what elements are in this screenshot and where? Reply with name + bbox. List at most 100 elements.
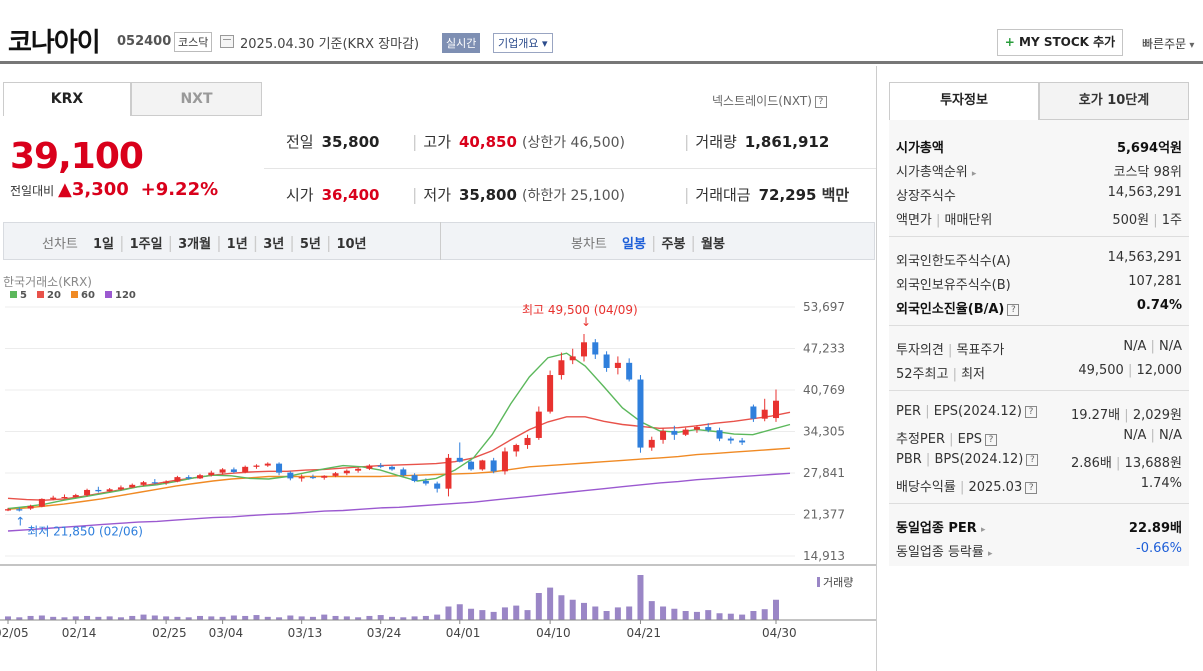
candle-body — [185, 477, 192, 479]
y-tick-label: 40,769 — [803, 383, 845, 397]
period-1d[interactable]: 1일 — [92, 237, 114, 252]
volume-bar — [626, 606, 633, 620]
x-tick-label: 03/13 — [288, 626, 323, 640]
quote-amount: | 거래대금 72,295 백만 — [684, 185, 850, 204]
high-annotation: 최고 49,500 (04/09) — [522, 303, 638, 317]
stock-code: 052400 — [117, 34, 172, 49]
y-tick-label: 21,377 — [803, 508, 845, 522]
candle-body — [671, 430, 678, 435]
period-1w[interactable]: 1주일 — [129, 237, 163, 252]
candle-body — [27, 506, 34, 509]
help-icon[interactable]: ? — [984, 433, 997, 446]
period-monthly[interactable]: 월봉 — [700, 237, 725, 252]
info-divider — [889, 236, 1189, 237]
volume-bar — [501, 607, 508, 620]
company-overview-button[interactable]: 기업개요 ▾ — [493, 33, 553, 53]
tab-invest-info[interactable]: 투자정보 — [889, 82, 1039, 120]
help-icon[interactable]: ? — [814, 95, 827, 108]
candle-body — [716, 430, 723, 439]
candle-body — [569, 356, 576, 361]
volume-bar — [377, 615, 384, 620]
candle-body — [660, 430, 667, 440]
quick-order-button[interactable]: 빠른주문 — [1142, 35, 1194, 52]
help-icon[interactable]: ? — [1007, 303, 1020, 316]
tab-krx[interactable]: KRX — [3, 82, 131, 116]
volume-legend-label: 거래량 — [823, 576, 853, 589]
help-icon[interactable]: ? — [1024, 405, 1037, 418]
candle-body — [648, 439, 655, 448]
period-divider — [440, 222, 441, 260]
low-arrow-icon: ↑ — [15, 514, 25, 528]
volume-bar — [242, 615, 249, 620]
info-opinion: 투자의견 | 목표주가 N/A | N/A — [896, 339, 1182, 358]
chart-source-label: 한국거래소(KRX) — [3, 275, 92, 289]
period-3y[interactable]: 3년 — [263, 237, 285, 252]
tab-hoga[interactable]: 호가 10단계 — [1039, 82, 1189, 120]
candle-body — [637, 379, 644, 448]
help-icon[interactable]: ? — [1026, 453, 1039, 466]
info-est-per-eps: 추정PER | EPS? N/A | N/A — [896, 428, 1182, 447]
y-tick-label: 47,233 — [803, 342, 845, 356]
candle-body — [456, 457, 463, 462]
price-chart[interactable]: 53,697 47,233 40,769 34,305 27,841 21,377 14,9… — [0, 268, 876, 668]
candle-body — [761, 409, 768, 419]
tab-nxt[interactable]: NXT — [131, 82, 262, 116]
volume-bar — [174, 616, 181, 620]
period-5y[interactable]: 5년 — [299, 237, 321, 252]
candle-body — [479, 460, 486, 470]
volume-bar — [422, 615, 429, 620]
y-tick-label: 34,305 — [803, 425, 845, 439]
up-arrow-icon: ▲ — [58, 179, 72, 200]
volume-bar — [208, 616, 215, 620]
info-foreign-holding: 외국인보유주식수(B) 107,281 — [896, 274, 1182, 293]
realtime-button[interactable]: 실시간 — [442, 33, 481, 53]
candle-body — [614, 362, 621, 368]
period-1y[interactable]: 1년 — [226, 237, 248, 252]
chevron-right-icon: ▸ — [988, 549, 993, 559]
volume-bar — [355, 617, 362, 620]
candle-body — [581, 342, 587, 357]
market-badge: 코스닥 — [174, 32, 213, 52]
volume-bar — [773, 599, 779, 620]
info-52week: 52주최고 | 최저 49,500 | 12,000 — [896, 363, 1182, 382]
volume-bar — [366, 615, 373, 620]
candle-body — [366, 465, 373, 469]
info-industry-rate[interactable]: 동일업종 등락률 ▸ -0.66% — [896, 541, 1182, 560]
stock-name: 코나아이 — [8, 28, 101, 58]
calendar-icon — [220, 35, 234, 48]
volume-bar — [27, 615, 34, 620]
candle-body — [490, 460, 497, 472]
volume-bar — [400, 617, 407, 620]
volume-bar — [151, 615, 158, 620]
volume-bar — [614, 607, 621, 620]
ma-legend-swatch — [71, 291, 78, 298]
volume-bar — [253, 615, 260, 620]
chevron-right-icon: ▸ — [971, 169, 977, 179]
info-market-cap: 시가총액 5,694억원 — [896, 141, 1182, 156]
candle-body — [558, 360, 565, 376]
candle-body — [50, 497, 57, 499]
volume-bar — [185, 617, 192, 620]
help-icon[interactable]: ? — [1025, 481, 1038, 494]
info-market-cap-rank[interactable]: 시가총액순위 ▸ 코스닥 98위 — [896, 165, 1182, 180]
period-3m[interactable]: 3개월 — [178, 237, 212, 252]
volume-bar — [5, 616, 11, 620]
current-price: 39,100 — [10, 136, 144, 177]
volume-legend-swatch — [817, 577, 820, 587]
candle-body — [773, 400, 779, 419]
period-weekly[interactable]: 주봉 — [661, 237, 686, 252]
volume-bar — [569, 599, 576, 620]
volume-bar — [468, 608, 475, 620]
volume-bar — [230, 615, 237, 620]
info-industry-per[interactable]: 동일업종 PER ▸ 22.89배 — [896, 521, 1182, 536]
line-chart-periods: 선차트 1일 | 1주일 | 3개월 | 1년 | 3년 | 5년 | 10년 — [42, 233, 367, 252]
volume-bar — [671, 608, 678, 620]
my-stock-add-button[interactable]: + MY STOCK 추가 — [997, 29, 1123, 56]
period-10y[interactable]: 10년 — [336, 237, 367, 252]
volume-bar — [456, 604, 463, 620]
volume-bar — [445, 606, 452, 620]
candle-body — [230, 469, 237, 472]
volume-bar — [84, 615, 91, 620]
candle-body — [343, 470, 350, 474]
period-daily[interactable]: 일봉 — [621, 237, 646, 252]
